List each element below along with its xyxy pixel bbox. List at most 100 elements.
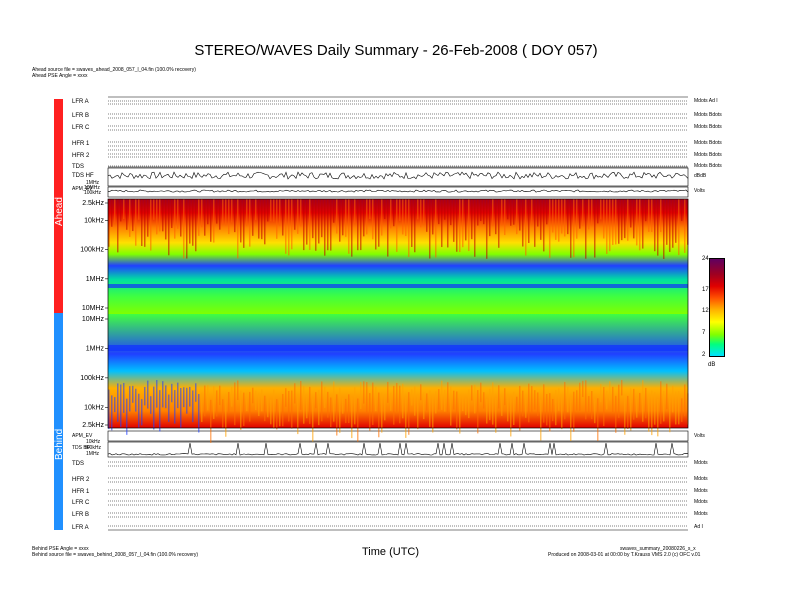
behind-burst-streak	[471, 385, 473, 401]
behind-burst-streak	[666, 383, 668, 410]
ahead-burst-streak	[399, 199, 401, 222]
ahead-burst-streak	[561, 199, 563, 234]
ahead-burst-streak	[264, 199, 266, 245]
behind-burst-streak	[342, 397, 344, 414]
ahead-burst-streak	[123, 199, 125, 220]
ahead-burst-streak	[480, 199, 482, 222]
ahead-burst-streak	[333, 199, 335, 223]
behind-burst-streak	[213, 386, 215, 419]
behind-burst-streak	[168, 394, 170, 422]
behind-aux-label: 1MHz	[86, 451, 100, 457]
ahead-burst-streak	[531, 199, 533, 224]
behind-burst-streak	[180, 387, 182, 428]
ahead-burst-streak	[555, 199, 557, 240]
ahead-burst-streak	[453, 199, 455, 242]
behind-burst-streak	[411, 389, 413, 406]
ahead-burst-streak	[462, 199, 464, 248]
y-tick-label: 1MHz	[86, 276, 105, 283]
ahead-tdshf-trace	[107, 171, 689, 180]
ahead-burst-streak	[252, 199, 254, 236]
ahead-burst-streak	[612, 199, 614, 245]
behind-burst-streak	[657, 399, 659, 437]
behind-burst-streak	[255, 390, 257, 411]
x-axis-label: Time (UTC)	[362, 546, 420, 558]
behind-burst-streak	[372, 382, 374, 425]
ahead-aux-label: 10MHz	[84, 185, 100, 191]
behind-row-label: HFR 2	[72, 477, 90, 483]
ahead-burst-streak	[375, 199, 377, 250]
ahead-burst-streak	[138, 199, 140, 220]
behind-burst-streak	[573, 391, 575, 432]
ahead-burst-streak	[600, 199, 602, 220]
ahead-burst-streak	[387, 199, 389, 257]
behind-burst-streak	[171, 383, 173, 403]
ahead-burst-streak	[588, 199, 590, 230]
ahead-burst-streak	[339, 199, 341, 242]
ahead-row-unit: Mdots Bdots	[694, 124, 722, 130]
behind-burst-streak	[234, 382, 236, 426]
page-title: STEREO/WAVES Daily Summary - 26-Feb-2008…	[194, 42, 598, 59]
behind-burst-streak	[588, 396, 590, 413]
behind-burst-streak	[456, 391, 458, 430]
behind-burst-streak	[231, 386, 233, 407]
ahead-burst-streak	[570, 199, 572, 258]
behind-burst-streak	[639, 392, 641, 412]
behind-burst-streak	[441, 380, 443, 410]
behind-burst-streak	[498, 385, 500, 409]
ahead-burst-streak	[282, 199, 284, 236]
behind-burst-streak	[174, 390, 176, 424]
ahead-burst-streak	[603, 199, 605, 239]
behind-burst-streak	[264, 395, 266, 422]
ahead-burst-streak	[582, 199, 584, 226]
ahead-row-label: TDS HF	[72, 173, 94, 179]
ahead-burst-streak	[543, 199, 545, 252]
behind-aux-label: 10kHz	[86, 439, 101, 445]
ahead-burst-streak	[234, 199, 236, 233]
ahead-burst-streak	[510, 199, 512, 226]
footer-produced-text: Produced on 2008-03-01 at 00:00 by T.Kra…	[548, 552, 701, 558]
band-stripe	[108, 284, 688, 288]
behind-burst-streak	[276, 399, 278, 430]
ahead-burst-streak	[117, 199, 119, 253]
behind-burst-streak	[537, 392, 539, 416]
behind-burst-streak	[489, 388, 491, 421]
ahead-burst-streak	[657, 199, 659, 256]
ahead-burst-streak	[672, 199, 674, 248]
behind-burst-streak	[519, 385, 521, 431]
ahead-bar	[54, 99, 63, 313]
ahead-burst-streak	[447, 199, 449, 248]
behind-burst-streak	[648, 396, 650, 432]
behind-row-label: HFR 1	[72, 489, 90, 495]
ahead-source-text: Ahead source file = swaves_ahead_2008_05…	[32, 67, 196, 73]
behind-burst-streak	[132, 385, 134, 403]
ahead-burst-streak	[201, 199, 203, 228]
ahead-burst-streak	[111, 199, 113, 227]
behind-burst-streak	[381, 392, 383, 433]
behind-burst-streak	[402, 383, 404, 419]
behind-burst-streak	[177, 382, 179, 409]
ahead-burst-streak	[513, 199, 515, 225]
behind-apm-box	[107, 430, 689, 442]
behind-bar	[54, 313, 63, 530]
behind-burst-streak	[582, 380, 584, 398]
ahead-burst-streak	[663, 199, 665, 259]
behind-burst-streak	[363, 381, 365, 404]
ahead-burst-streak	[528, 199, 530, 244]
ahead-burst-streak	[246, 199, 248, 227]
ahead-burst-streak	[120, 199, 122, 222]
behind-burst-streak	[186, 387, 188, 414]
behind-burst-streak	[135, 388, 137, 412]
ahead-burst-streak	[342, 199, 344, 236]
ahead-burst-streak	[549, 199, 551, 259]
ahead-burst-streak	[129, 199, 131, 237]
behind-burst-streak	[594, 398, 596, 424]
ahead-burst-streak	[174, 199, 176, 239]
ahead-burst-streak	[591, 199, 593, 226]
ahead-burst-streak	[609, 199, 611, 252]
ahead-tdshf-box	[107, 167, 689, 187]
behind-burst-streak	[387, 381, 389, 403]
behind-burst-streak	[357, 398, 359, 442]
ahead-burst-streak	[114, 199, 116, 224]
ahead-burst-streak	[558, 199, 560, 242]
behind-burst-streak	[684, 384, 686, 417]
